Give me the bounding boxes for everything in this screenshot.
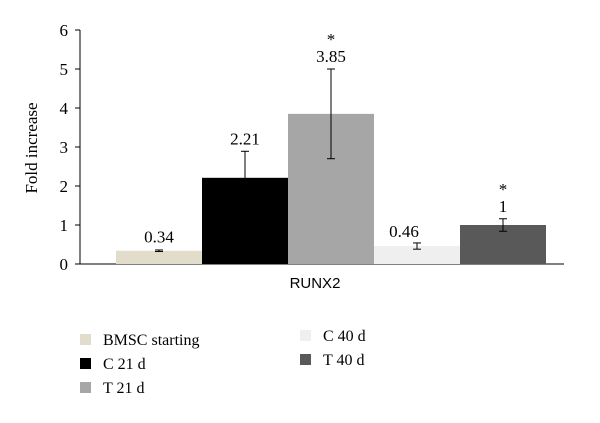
legend-swatch xyxy=(300,330,311,341)
y-tick-label: 4 xyxy=(60,99,69,118)
y-tick-label: 3 xyxy=(60,138,69,157)
legend-swatch xyxy=(300,354,311,365)
y-tick-label: 1 xyxy=(60,216,69,235)
data-label: 1 xyxy=(499,197,508,216)
data-label: 0.34 xyxy=(144,228,174,247)
y-axis-label: Fold increase xyxy=(22,102,41,193)
y-tick-label: 0 xyxy=(60,255,69,274)
data-label: 0.46 xyxy=(389,222,419,241)
bar xyxy=(374,246,460,264)
value-labels: 0.342.213.85*0.461* xyxy=(144,30,507,247)
x-category-label: RUNX2 xyxy=(290,275,341,292)
legend-label: T 40 d xyxy=(323,352,364,369)
legend-label: T 21 d xyxy=(103,380,144,397)
bar xyxy=(116,250,202,264)
legend-swatch xyxy=(80,334,91,345)
data-label: 2.21 xyxy=(230,129,260,148)
y-tick-label: 5 xyxy=(60,60,69,79)
legend-label: BMSC starting xyxy=(103,332,199,349)
significance-marker: * xyxy=(327,30,336,49)
y-tick-label: 6 xyxy=(60,21,69,40)
legend-label: C 40 d xyxy=(323,328,366,345)
legend-swatch xyxy=(80,382,91,393)
data-label: 3.85 xyxy=(316,47,346,66)
y-tick-label: 2 xyxy=(60,177,69,196)
significance-marker: * xyxy=(499,180,508,199)
legend-label: C 21 d xyxy=(103,356,146,373)
legend-swatch xyxy=(80,358,91,369)
plot-area: 0 1 2 3 4 5 6 xyxy=(60,21,564,274)
legend: BMSC starting C 21 d T 21 d C 40 d T 40 d xyxy=(80,328,366,397)
